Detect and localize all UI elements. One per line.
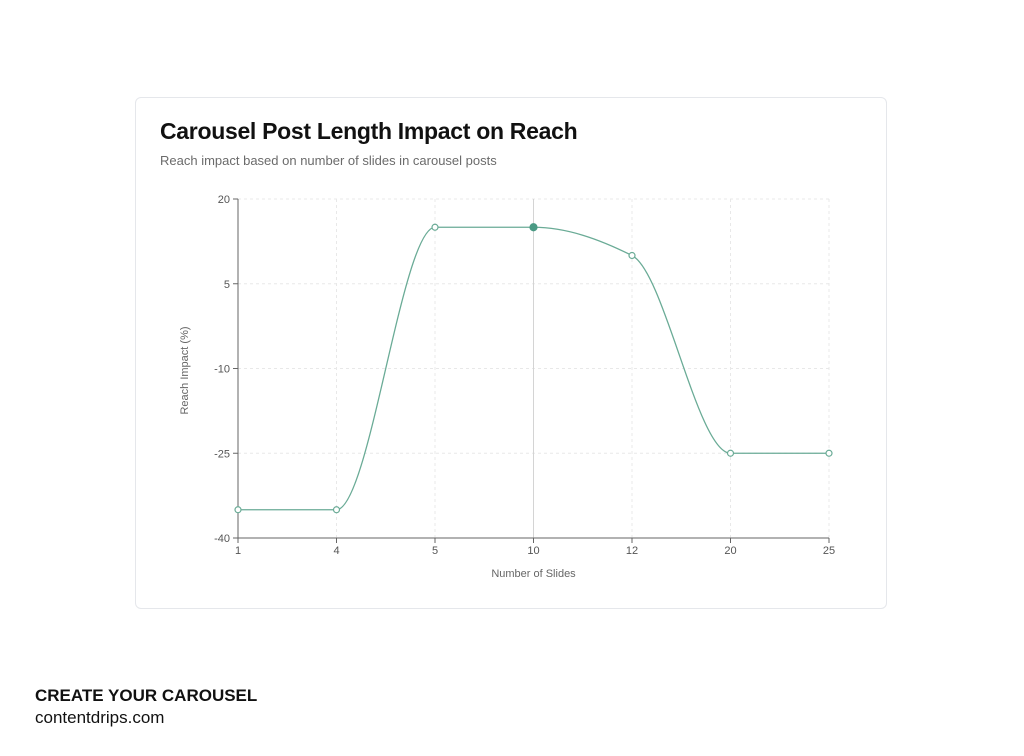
y-tick-label: 20 [218,194,230,206]
chart-card: Carousel Post Length Impact on Reach Rea… [135,97,887,609]
tick-labels: 20 5 -10 -25 -40 1 4 5 10 12 20 25 [214,194,835,557]
y-tick-label: -40 [214,533,230,545]
data-point-active [529,223,538,232]
x-tick-label: 12 [626,545,638,557]
footer: CREATE YOUR CAROUSEL contentdrips.com [35,685,257,729]
footer-cta: CREATE YOUR CAROUSEL [35,686,258,705]
data-point [431,223,439,231]
data-point [332,506,341,514]
data-points [234,223,833,514]
grid-lines [238,198,830,538]
x-axis-title: Number of Slides [491,568,576,580]
data-point [726,449,735,457]
data-point [234,506,242,514]
x-tick-label: 20 [724,545,736,557]
line-chart: 20 5 -10 -25 -40 1 4 5 10 12 20 25 Number of Slides… [179,194,835,580]
x-tick-label: 4 [333,545,339,557]
y-tick-label: -25 [214,448,230,460]
x-tick-label: 10 [527,545,539,557]
data-point [825,449,833,457]
axes [233,198,830,543]
x-tick-label: 5 [432,545,438,557]
data-point [628,251,636,260]
chart-title: Carousel Post Length Impact on Reach [160,118,578,144]
y-tick-label: -10 [214,364,230,376]
chart-subtitle: Reach impact based on number of slides i… [160,153,497,168]
footer-site-link[interactable]: contentdrips.com [35,708,165,727]
x-tick-label: 25 [823,545,835,557]
y-axis-title: Reach Impact (%) [179,326,191,414]
x-tick-label: 1 [235,545,241,557]
y-tick-label: 5 [224,279,230,291]
